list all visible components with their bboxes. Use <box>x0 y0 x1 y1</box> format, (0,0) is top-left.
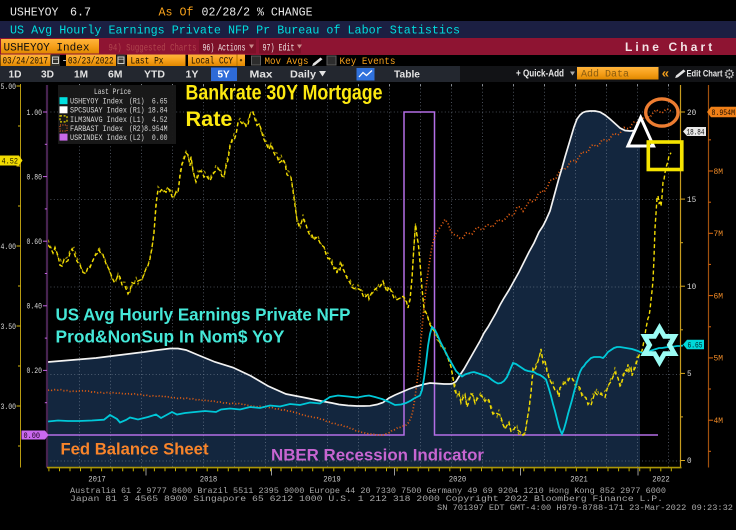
svg-text:6.65: 6.65 <box>688 342 703 351</box>
svg-text:8.954M: 8.954M <box>712 109 736 118</box>
svg-text:5: 5 <box>687 370 692 379</box>
svg-text:1Y: 1Y <box>186 70 199 81</box>
svg-text:(R2): (R2) <box>129 124 145 134</box>
svg-text:Daily: Daily <box>290 70 316 81</box>
svg-text:(L2): (L2) <box>129 133 145 143</box>
svg-text:03/23/2022: 03/23/2022 <box>68 56 114 68</box>
svg-text:(R1): (R1) <box>129 97 145 107</box>
svg-text:2020: 2020 <box>449 476 467 485</box>
svg-text:4.52: 4.52 <box>2 157 19 166</box>
svg-text:Add Data: Add Data <box>581 69 629 81</box>
svg-text:4.52: 4.52 <box>152 116 168 125</box>
svg-text:USHEYOY: USHEYOY <box>10 6 59 20</box>
svg-text:4M: 4M <box>714 417 724 426</box>
svg-text:0.60: 0.60 <box>27 238 43 247</box>
svg-text:Key Events: Key Events <box>340 57 396 68</box>
svg-text:-: - <box>62 57 68 68</box>
svg-text:US Avg Hourly Earnings Private: US Avg Hourly Earnings Private NFP Pr Bu… <box>10 24 460 38</box>
svg-text:03/24/2017: 03/24/2017 <box>3 56 49 68</box>
svg-text:Bankrate 30Y Mortgage: Bankrate 30Y Mortgage <box>186 82 383 105</box>
svg-text:USHEYOY Index: USHEYOY Index <box>70 97 123 107</box>
svg-text:5M: 5M <box>714 355 724 364</box>
svg-text:Max: Max <box>250 70 274 81</box>
svg-text:Japan 81 3 4565 8900 Sing: Japan 81 3 4565 8900 Singapore 65 6212 1… <box>70 494 663 504</box>
svg-text:2021: 2021 <box>570 476 588 485</box>
svg-text:96) Actions: 96) Actions <box>203 43 246 55</box>
svg-text:Fed Balance Sheet: Fed Balance Sheet <box>61 441 209 459</box>
svg-text:NBER Recession Indicator: NBER Recession Indicator <box>271 446 484 465</box>
svg-text:02/28/2 % CHANGE: 02/28/2 % CHANGE <box>202 6 313 20</box>
svg-text:6.65: 6.65 <box>152 98 168 107</box>
svg-text:0.80: 0.80 <box>27 173 43 182</box>
svg-text:2019: 2019 <box>323 476 341 485</box>
svg-text:YTD: YTD <box>144 70 165 81</box>
svg-text:7M: 7M <box>714 230 724 239</box>
svg-text:0: 0 <box>687 457 692 466</box>
svg-text:Last Px: Last Px <box>131 57 164 68</box>
svg-text:20: 20 <box>687 109 696 118</box>
svg-text:Table: Table <box>394 70 420 81</box>
svg-text:SPCSUSAY Index: SPCSUSAY Index <box>70 106 127 116</box>
svg-text:3.50: 3.50 <box>1 323 17 332</box>
svg-text:8.954M: 8.954M <box>144 125 167 134</box>
svg-text:4.00: 4.00 <box>1 243 17 252</box>
svg-text:Prod&NonSup In Nom$ YoY: Prod&NonSup In Nom$ YoY <box>56 327 285 347</box>
svg-text:8M: 8M <box>714 168 724 177</box>
svg-text:+ Quick-Add: + Quick-Add <box>516 69 564 80</box>
svg-text:1M: 1M <box>74 70 88 81</box>
svg-text:Rate: Rate <box>186 108 233 131</box>
svg-text:97) Edit: 97) Edit <box>263 43 295 55</box>
svg-text:0.40: 0.40 <box>27 303 43 312</box>
svg-text:3.00: 3.00 <box>1 403 17 412</box>
svg-text:5.00: 5.00 <box>1 83 17 92</box>
svg-text:0.20: 0.20 <box>27 367 43 376</box>
svg-text:6M: 6M <box>108 70 123 81</box>
svg-text:5Y: 5Y <box>218 70 231 81</box>
svg-text:Line Chart: Line Chart <box>625 40 715 54</box>
svg-text:18.84: 18.84 <box>148 107 168 116</box>
svg-text:As Of: As Of <box>159 6 194 20</box>
svg-text:2017: 2017 <box>88 476 106 485</box>
svg-text:USHEYOY Index: USHEYOY Index <box>4 43 90 55</box>
svg-text:USRINDEX Index: USRINDEX Index <box>70 133 127 143</box>
svg-text:FARBAST Index: FARBAST Index <box>70 124 123 134</box>
svg-text:⚙: ⚙ <box>724 67 736 82</box>
svg-text:Australia 61 2 9777 8600 Brazi: Australia 61 2 9777 8600 Brazil 5511 239… <box>70 486 666 496</box>
svg-text:6M: 6M <box>714 292 724 301</box>
svg-text:(R1): (R1) <box>129 106 145 116</box>
svg-text:15: 15 <box>687 196 696 205</box>
svg-text:US Avg Hourly Earnings Private: US Avg Hourly Earnings Private NFP <box>56 305 351 325</box>
svg-text:0.00: 0.00 <box>24 432 41 441</box>
svg-text:ILM3NAVG Index: ILM3NAVG Index <box>70 115 127 125</box>
svg-text:Mov Avgs: Mov Avgs <box>265 57 309 68</box>
svg-text:18.84: 18.84 <box>687 129 705 138</box>
svg-text:Edit Chart: Edit Chart <box>687 69 723 79</box>
svg-text:2018: 2018 <box>200 476 218 485</box>
svg-text:SN 701397 EDT GMT-4:00 H979-8: SN 701397 EDT GMT-4:00 H979-8788-171 23-… <box>437 504 733 513</box>
svg-text:10: 10 <box>687 283 696 292</box>
svg-text:2022: 2022 <box>652 476 670 485</box>
svg-text:1.00: 1.00 <box>27 109 43 118</box>
svg-text:Last Price: Last Price <box>94 87 131 97</box>
svg-text:0.00: 0.00 <box>152 134 168 143</box>
svg-text:94) Suggested Charts: 94) Suggested Charts <box>109 43 197 55</box>
svg-text:(L1): (L1) <box>129 115 145 125</box>
svg-text:1D: 1D <box>9 70 22 81</box>
svg-text:6.7: 6.7 <box>70 6 91 20</box>
svg-text:«: « <box>662 67 670 82</box>
svg-text:Local CCY: Local CCY <box>191 56 233 68</box>
svg-text:3D: 3D <box>41 70 54 81</box>
